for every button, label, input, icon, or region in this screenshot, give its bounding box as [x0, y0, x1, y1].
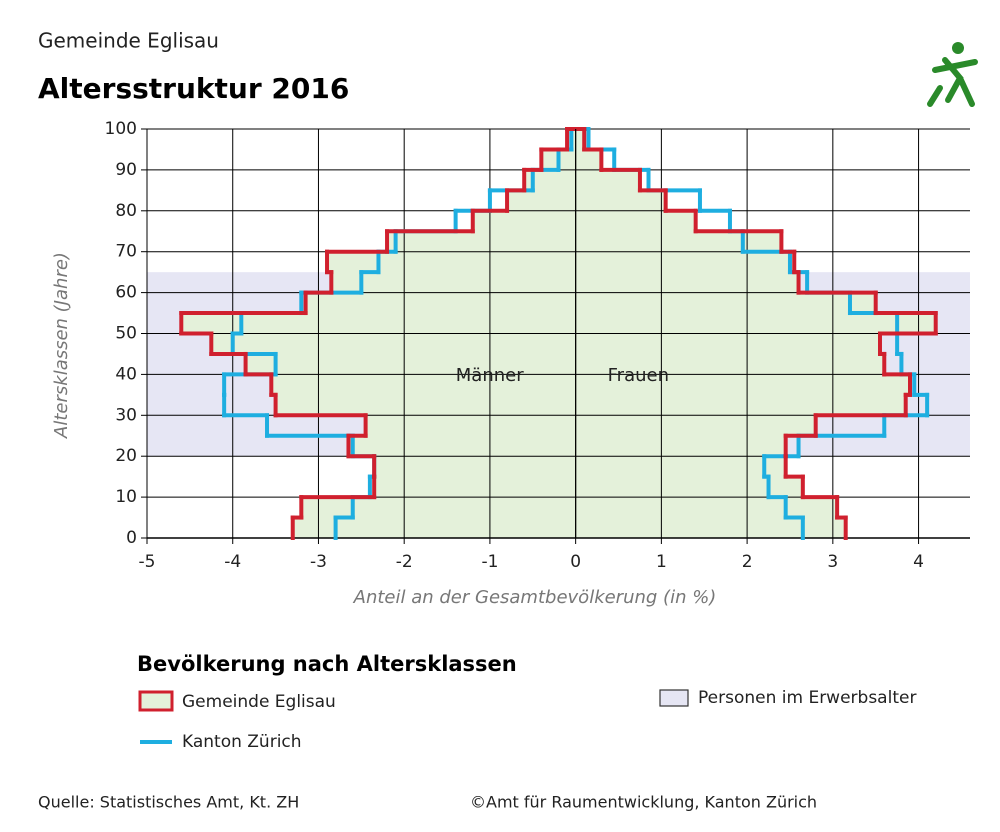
source: Quelle: Statistisches Amt, Kt. ZH	[38, 793, 299, 812]
pyramid-fill	[575, 333, 881, 355]
y-tick-label: 40	[115, 364, 137, 384]
legend-swatch	[659, 689, 689, 707]
pyramid-fill	[326, 251, 576, 273]
y-tick-label: 60	[115, 283, 137, 303]
y-tick-label: 0	[126, 528, 137, 548]
pyramid-fill	[575, 230, 782, 253]
pyramid-fill	[575, 292, 876, 314]
x-tick-label: -4	[224, 552, 241, 572]
legend-title: Bevölkerung nach Altersklassen	[137, 652, 517, 676]
pyramid-fill	[210, 333, 576, 355]
side-label: Frauen	[608, 365, 669, 386]
x-tick-label: 1	[656, 552, 667, 572]
pyramid-fill	[575, 271, 799, 293]
pyramid-fill	[348, 435, 576, 457]
pyramid-fill	[575, 312, 937, 334]
pyramid-fill	[575, 210, 696, 232]
y-tick-label: 90	[115, 160, 137, 180]
pyramid-fill	[331, 271, 576, 293]
legend-swatch	[138, 690, 174, 712]
copyright: ©Amt für Raumentwicklung, Kanton Zürich	[470, 793, 817, 812]
pyramid-fill	[575, 435, 786, 457]
pyramid-fill	[575, 169, 641, 191]
x-tick-label: 3	[827, 552, 838, 572]
x-tick-label: 4	[913, 552, 924, 572]
pyramid-fill	[271, 374, 576, 396]
x-axis-label: Anteil an der Gesamtbevölkerung (in %)	[353, 587, 717, 608]
pyramid-fill	[305, 292, 576, 314]
legend-label: Personen im Erwerbsalter	[698, 688, 916, 708]
pyramid-fill	[575, 517, 846, 539]
pyramid-fill	[575, 190, 666, 212]
y-tick-label: 10	[115, 487, 137, 507]
pyramid-fill	[301, 496, 576, 518]
y-tick-label: 70	[115, 242, 137, 262]
pyramid-fill	[275, 394, 576, 416]
pyramid-fill	[506, 190, 576, 212]
y-tick-label: 100	[105, 119, 137, 139]
chart-title: Altersstruktur 2016	[38, 72, 349, 105]
y-tick-label: 50	[115, 324, 137, 344]
y-axis-label: Altersklassen (Jahre)	[51, 252, 72, 439]
pyramid-fill	[575, 251, 795, 273]
chart-supertitle: Gemeinde Eglisau	[38, 29, 219, 53]
logo	[927, 42, 978, 107]
legend-label: Gemeinde Eglisau	[182, 692, 336, 712]
pyramid-fill	[472, 210, 576, 232]
pyramid-fill	[575, 414, 816, 437]
pyramid-fill	[575, 496, 838, 518]
legend-label: Kanton Zürich	[182, 732, 302, 752]
x-tick-label: -1	[481, 552, 498, 572]
y-tick-label: 20	[115, 446, 137, 466]
pyramid-fill	[365, 414, 576, 437]
pyramid-fill	[245, 353, 576, 375]
pyramid-fill	[575, 455, 786, 477]
pyramid-fill	[386, 230, 576, 253]
pyramid-fill	[575, 149, 602, 171]
y-tick-label: 30	[115, 405, 137, 425]
x-tick-label: 0	[570, 552, 581, 572]
x-tick-label: -5	[139, 552, 156, 572]
x-tick-label: -3	[310, 552, 327, 572]
x-tick-label: -2	[396, 552, 413, 572]
side-label: Männer	[456, 365, 524, 386]
pyramid-fill	[575, 394, 907, 416]
y-tick-label: 80	[115, 201, 137, 221]
x-tick-label: 2	[742, 552, 753, 572]
